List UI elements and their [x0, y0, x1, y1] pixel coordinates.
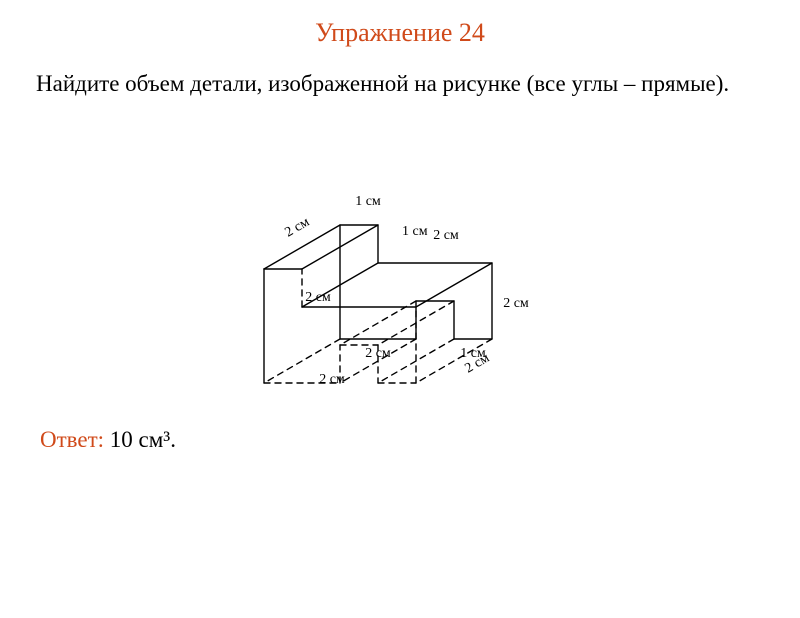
geometry-diagram: 2 см 1 см 1 см 2 см 2 см 2 см 2 см 1 см …: [210, 129, 590, 389]
dim-label: 2 см: [365, 346, 391, 361]
dim-label: 1 см: [402, 224, 428, 239]
dim-label: 2 см: [305, 290, 331, 305]
exercise-title: Упражнение 24: [0, 18, 800, 48]
problem-text: Найдите объем детали, изображенной на ри…: [36, 68, 764, 99]
dim-label: 2 см: [283, 215, 313, 241]
answer-label: Ответ:: [40, 427, 104, 452]
figure-container: 2 см 1 см 1 см 2 см 2 см 2 см 2 см 1 см …: [0, 129, 800, 389]
answer-line: Ответ: 10 см³.: [40, 427, 800, 453]
dim-label: 2 см: [433, 228, 459, 243]
dim-label: 2 см: [319, 372, 345, 387]
answer-value: 10 см³.: [104, 427, 176, 452]
dim-label: 1 см: [355, 194, 381, 209]
dim-label: 2 см: [503, 296, 529, 311]
